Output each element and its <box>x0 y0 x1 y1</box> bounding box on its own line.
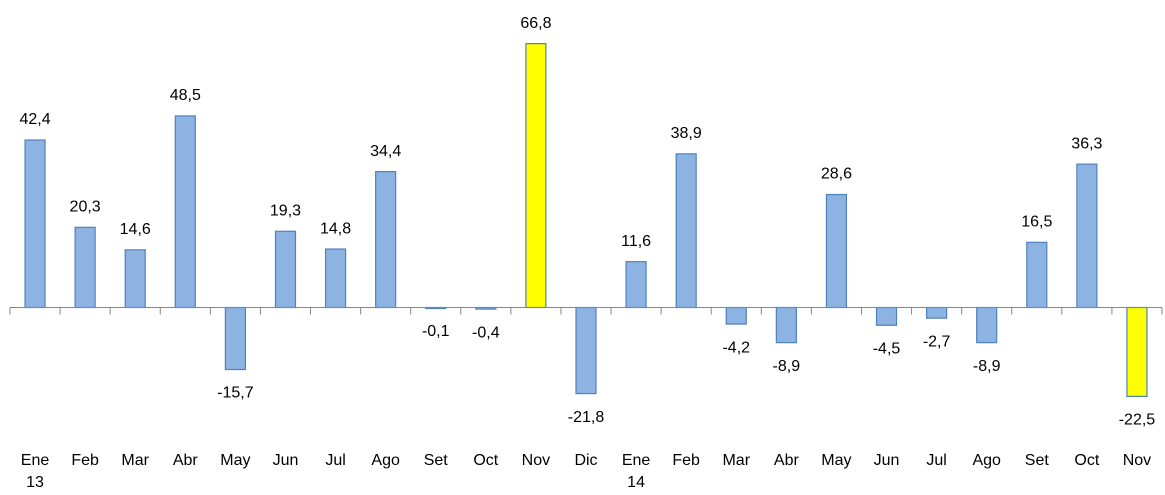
x-tick-label: Set <box>1024 452 1049 469</box>
x-tick-label: Oct <box>1074 452 1100 469</box>
bar <box>375 171 397 309</box>
value-label: -15,7 <box>217 385 254 402</box>
x-tick-label: Ago <box>972 452 1001 469</box>
x-tick-label: Abr <box>773 452 799 469</box>
value-label: 19,3 <box>270 202 301 219</box>
bar <box>124 249 146 309</box>
x-tick-label: Ene 13 <box>20 452 50 491</box>
value-label: -2,7 <box>923 333 951 350</box>
x-tick-label: Jul <box>325 452 346 469</box>
bar <box>324 248 347 309</box>
x-tick-label: Abr <box>172 452 198 469</box>
value-label: -8,9 <box>773 358 801 375</box>
value-label: -4,2 <box>722 339 750 356</box>
value-label: 48,5 <box>170 87 201 104</box>
x-tick-label: Feb <box>672 452 700 469</box>
value-label: -0,1 <box>422 323 450 340</box>
value-label: -22,5 <box>1119 412 1156 429</box>
x-tick-label: Mar <box>121 452 149 469</box>
x-tick-label: Nov <box>521 452 551 469</box>
bar <box>875 306 898 326</box>
bar <box>825 193 848 309</box>
bar <box>274 230 297 309</box>
value-label: 36,3 <box>1071 135 1102 152</box>
bar <box>926 306 948 319</box>
value-label: 14,8 <box>320 220 351 237</box>
value-label: 14,6 <box>120 221 151 238</box>
x-tick-label: May <box>821 452 852 469</box>
bar <box>1126 306 1148 397</box>
value-label: 34,4 <box>370 143 401 160</box>
value-label: -21,8 <box>568 409 605 426</box>
bar <box>625 261 647 309</box>
bar <box>224 306 246 371</box>
value-label: 28,6 <box>821 166 852 183</box>
x-tick-label: May <box>220 452 251 469</box>
value-label: 11,6 <box>621 233 651 250</box>
bar <box>74 226 96 309</box>
bar <box>1026 241 1048 309</box>
x-tick-label: Set <box>423 452 448 469</box>
x-tick-label: Jun <box>873 452 900 469</box>
x-tick-label: Jun <box>272 452 299 469</box>
value-label: 20,3 <box>70 199 101 216</box>
bar <box>24 139 46 309</box>
value-label: -8,9 <box>973 358 1001 375</box>
bar <box>174 115 196 309</box>
value-label: -4,5 <box>873 340 901 357</box>
bar <box>775 306 797 344</box>
x-tick-label: Dic <box>574 452 598 469</box>
value-label: -0,4 <box>472 324 500 341</box>
value-label: 42,4 <box>19 111 50 128</box>
x-tick-label: Jul <box>926 452 947 469</box>
x-tick-label: Feb <box>71 452 99 469</box>
x-tick-label: Mar <box>722 452 751 469</box>
value-label: 38,9 <box>671 125 702 142</box>
x-tick-label: Oct <box>473 452 499 469</box>
x-tick-label: Nov <box>1122 452 1152 469</box>
x-tick-label: Ago <box>371 452 400 469</box>
bar <box>1076 163 1098 309</box>
bar <box>575 306 597 395</box>
bar <box>525 43 547 309</box>
value-label: 16,5 <box>1021 214 1052 231</box>
x-tick-label: Ene 14 <box>621 452 651 491</box>
bar <box>675 153 697 309</box>
bar <box>725 306 747 325</box>
value-label: 66,8 <box>520 15 551 32</box>
bar <box>976 306 998 344</box>
